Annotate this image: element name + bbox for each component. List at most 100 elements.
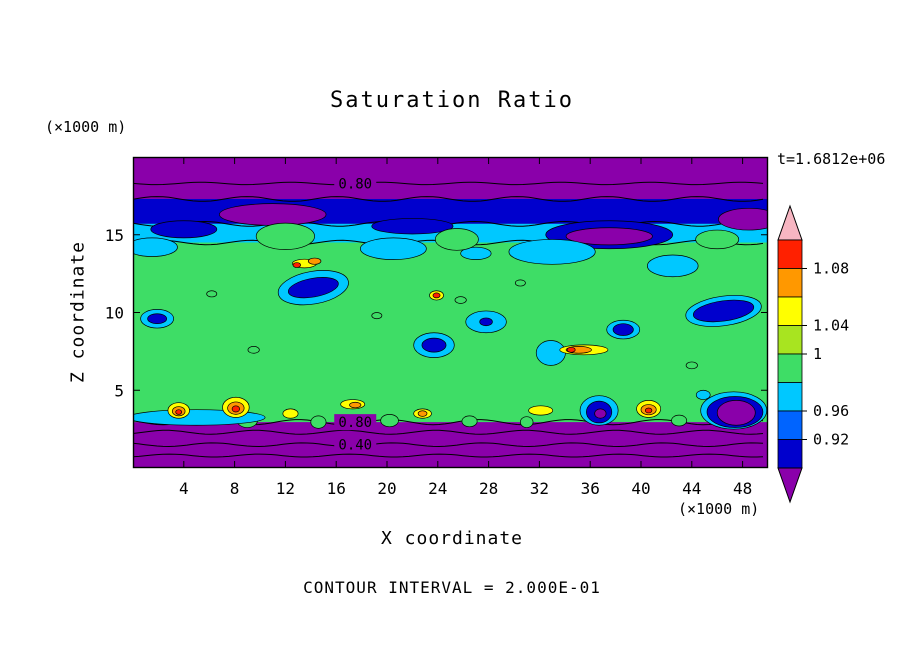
plot-frame <box>132 156 769 469</box>
colorbar-label: 0.92 <box>813 431 849 449</box>
field-blob <box>255 222 315 250</box>
field-blob <box>692 299 755 323</box>
field-blob <box>460 246 492 260</box>
field-blob <box>528 405 554 416</box>
contour-label-bg <box>334 175 377 192</box>
x-tick-label: 40 <box>631 479 650 498</box>
field-blob <box>380 414 399 428</box>
field-blob <box>646 254 699 278</box>
field-blob <box>292 262 301 268</box>
colorbar-arrow-top <box>777 204 803 241</box>
colorbar-segment <box>777 239 803 269</box>
field-blob <box>287 277 339 299</box>
field-blob <box>371 218 454 235</box>
field-blob <box>565 227 653 246</box>
field-blob <box>231 405 241 413</box>
field-blob <box>718 207 768 231</box>
field-blob <box>175 409 183 415</box>
field-blob <box>421 337 447 353</box>
chart-title: Saturation Ratio <box>330 88 574 113</box>
field-blob <box>432 292 441 299</box>
x-tick-label: 36 <box>581 479 600 498</box>
field-blob <box>434 228 479 251</box>
contour-line <box>133 196 764 202</box>
colorbar-label: 0.96 <box>813 402 849 420</box>
field-blob <box>520 416 534 428</box>
y-tick-label: 5 <box>114 381 124 400</box>
colorbar-segment <box>777 410 803 440</box>
contour-line <box>133 442 764 448</box>
y-tick-label: 10 <box>105 304 124 323</box>
field-blob <box>310 415 327 429</box>
field-blob <box>508 239 596 265</box>
colorbar-arrow-bottom <box>777 467 803 504</box>
colorbar-label: 1.04 <box>813 317 849 335</box>
field-blob <box>371 312 383 320</box>
contour-value-label: 0.80 <box>338 415 372 431</box>
x-tick-label: 4 <box>179 479 189 498</box>
field-blob <box>461 415 478 428</box>
field-blob <box>644 407 653 414</box>
colorbar-body: 1.08 1.04 1 0.96 0.92 <box>777 204 849 504</box>
x-tick-label: 16 <box>327 479 346 498</box>
field-blob <box>566 346 576 353</box>
colorbar-segment <box>777 268 803 298</box>
contour-label-bg <box>334 436 377 453</box>
field-blob <box>282 408 299 419</box>
y-axis-title: Z coordinate <box>67 240 89 384</box>
field-blob <box>695 229 740 250</box>
contour-interval-note: CONTOUR INTERVAL = 2.000E-01 <box>303 578 601 597</box>
field-blob <box>147 313 168 325</box>
field-blob <box>133 237 178 257</box>
x-axis-title: X coordinate <box>380 528 524 549</box>
field-band <box>133 422 768 468</box>
x-tick-label: 32 <box>530 479 549 498</box>
colorbar: 1.08 1.04 1 0.96 0.92 <box>777 204 849 504</box>
field-blob <box>514 279 526 287</box>
contour-line <box>133 453 764 458</box>
contour-field: 0.80 0.80 0.40 <box>133 157 768 468</box>
colorbar-segment <box>777 439 803 469</box>
x-tick-label: 8 <box>230 479 240 498</box>
field-blob <box>479 317 493 327</box>
colorbar-label: 1 <box>813 345 822 363</box>
field-blob <box>150 220 218 239</box>
field-blob <box>307 257 322 265</box>
field-blob <box>612 323 634 336</box>
field-blob <box>594 408 607 419</box>
contour-label-bg <box>334 414 377 431</box>
field-blob <box>671 414 688 427</box>
x-tick-label: 12 <box>276 479 295 498</box>
field-blob <box>206 290 218 298</box>
field-blob <box>454 296 467 304</box>
field-blob <box>359 237 427 260</box>
time-label: t=1.6812e+06 <box>777 150 886 168</box>
contour-value-label: 0.80 <box>338 176 372 192</box>
contour-line <box>133 181 764 186</box>
colorbar-segment <box>777 325 803 355</box>
contour-line <box>133 429 764 435</box>
field-blob <box>349 401 362 409</box>
field-blob <box>695 389 711 400</box>
colorbar-segment <box>777 353 803 383</box>
x-axis-unit: (×1000 m) <box>678 500 760 518</box>
field-blob <box>716 400 756 426</box>
x-tick-label: 48 <box>733 479 752 498</box>
field-band <box>133 157 768 199</box>
y-tick-label: 15 <box>105 226 124 245</box>
colorbar-label: 1.08 <box>813 260 849 278</box>
x-tick-label: 24 <box>428 479 447 498</box>
y-axis-unit: (×1000 m) <box>45 118 127 136</box>
colorbar-segment <box>777 296 803 326</box>
field-blob <box>219 203 327 226</box>
field-blob <box>417 410 428 417</box>
field-blob <box>685 361 698 370</box>
x-tick-label: 20 <box>377 479 396 498</box>
contour-value-label: 0.40 <box>338 438 372 454</box>
x-tick-label: 44 <box>682 479 701 498</box>
colorbar-segment <box>777 382 803 412</box>
x-tick-label: 28 <box>479 479 498 498</box>
